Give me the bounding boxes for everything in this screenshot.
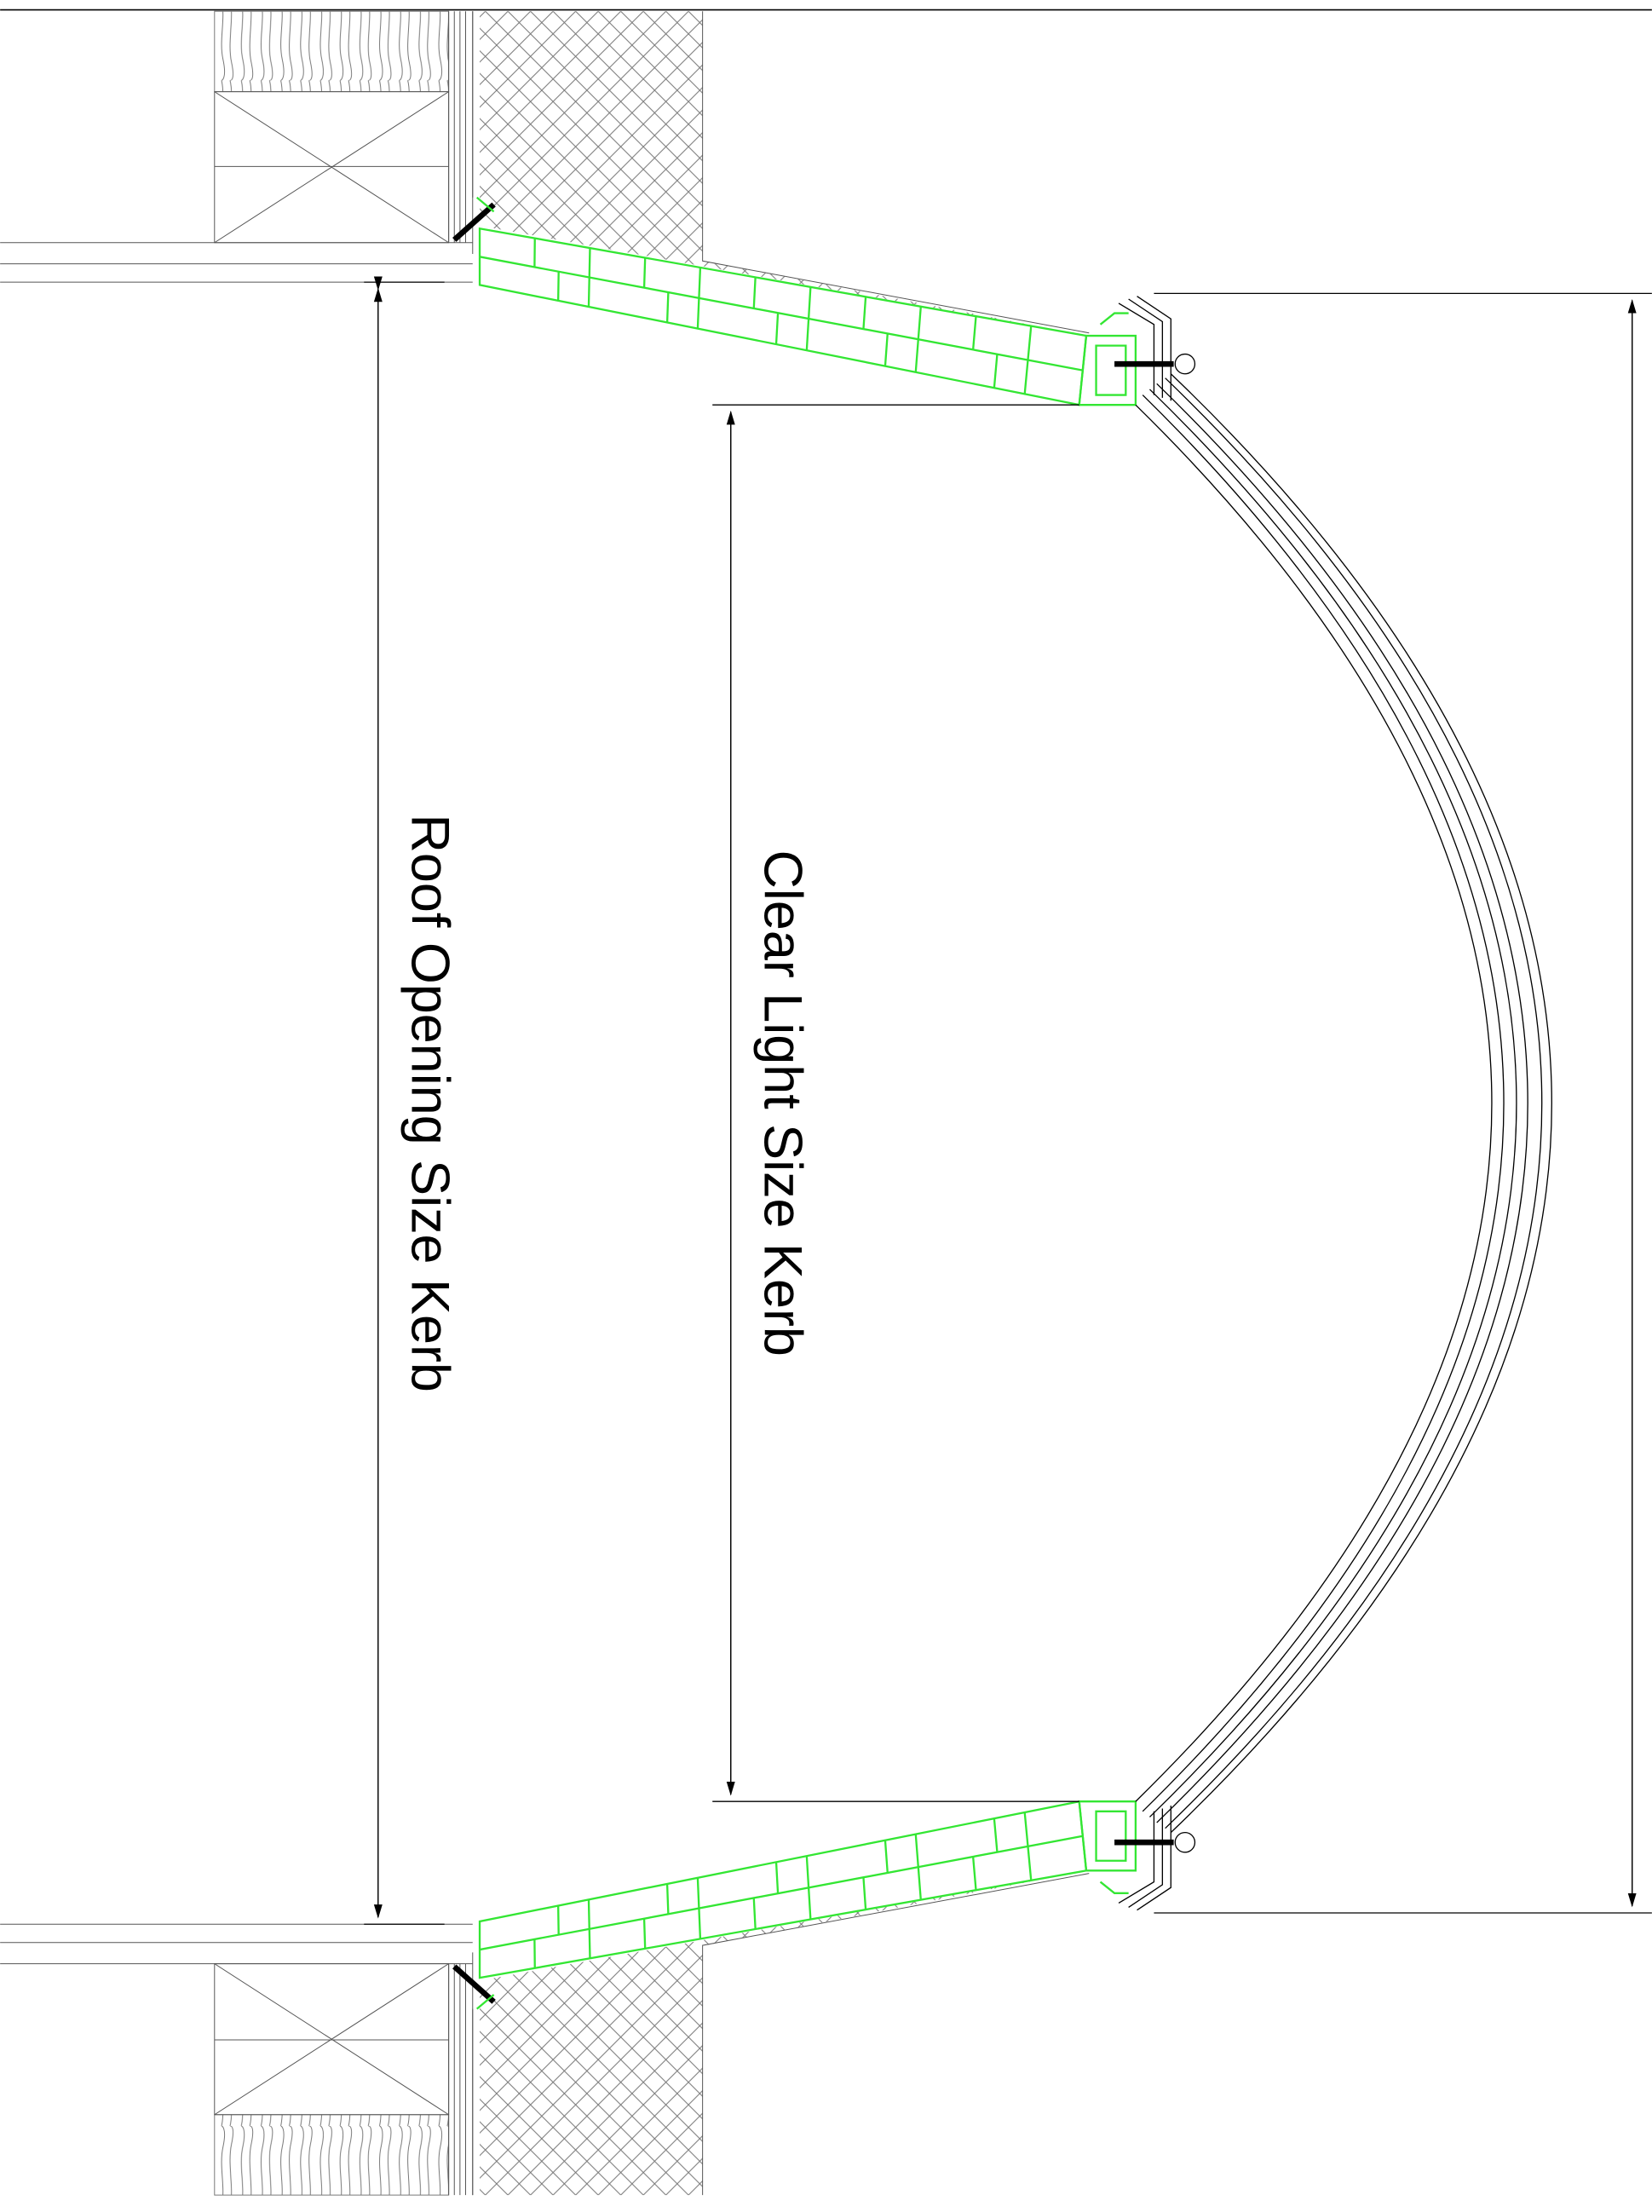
upper-kerb (0, 11, 1194, 405)
dimension-lines (364, 276, 1652, 1925)
roof-opening-label: Roof Opening Size Kerb (400, 814, 460, 1391)
clear-light-label: Clear Light Size Kerb (752, 850, 812, 1356)
dome (1135, 373, 1552, 1834)
lower-kerb (0, 1801, 1194, 2195)
